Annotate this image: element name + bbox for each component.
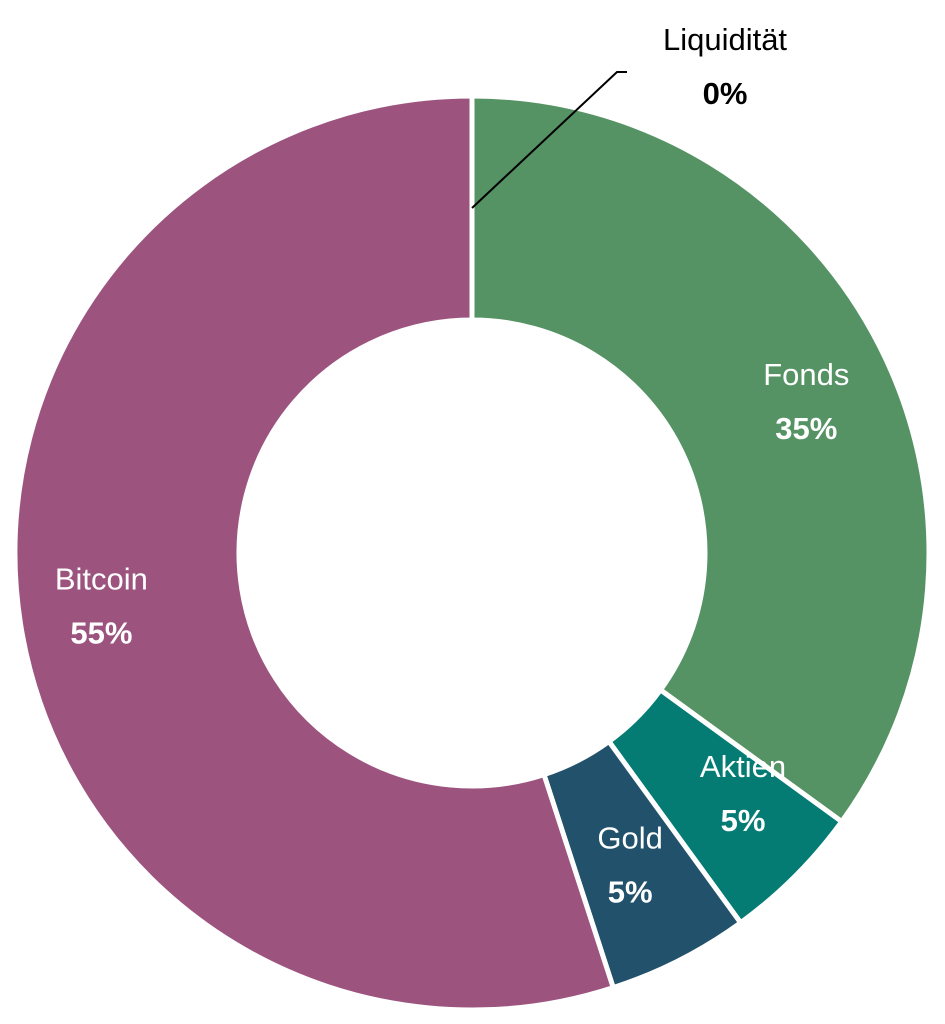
slice-label-aktien: Aktien: [700, 749, 786, 784]
slice-label-bitcoin: Bitcoin: [55, 562, 148, 597]
leader-lines-group: [471, 71, 627, 209]
slice-value-fonds: 35%: [775, 411, 837, 446]
slice-label-liquiditaet: Liquidität: [663, 22, 787, 57]
slice-value-aktien: 5%: [721, 803, 766, 838]
slice-value-gold: 5%: [608, 874, 653, 909]
leader-line-liquiditaet: [471, 71, 627, 209]
labels-group: Liquidität 0% Fonds 35% Aktien 5% Gold 5% Bitcoi…: [55, 22, 850, 909]
slices-group: [12, 93, 932, 1013]
slice-label-gold: Gold: [597, 820, 662, 855]
slice-value-liquiditaet: 0%: [703, 76, 748, 111]
slice-fonds: [469, 93, 932, 826]
slice-bitcoin: [12, 93, 617, 1013]
slice-label-fonds: Fonds: [763, 357, 849, 392]
slice-value-bitcoin: 55%: [70, 616, 132, 651]
